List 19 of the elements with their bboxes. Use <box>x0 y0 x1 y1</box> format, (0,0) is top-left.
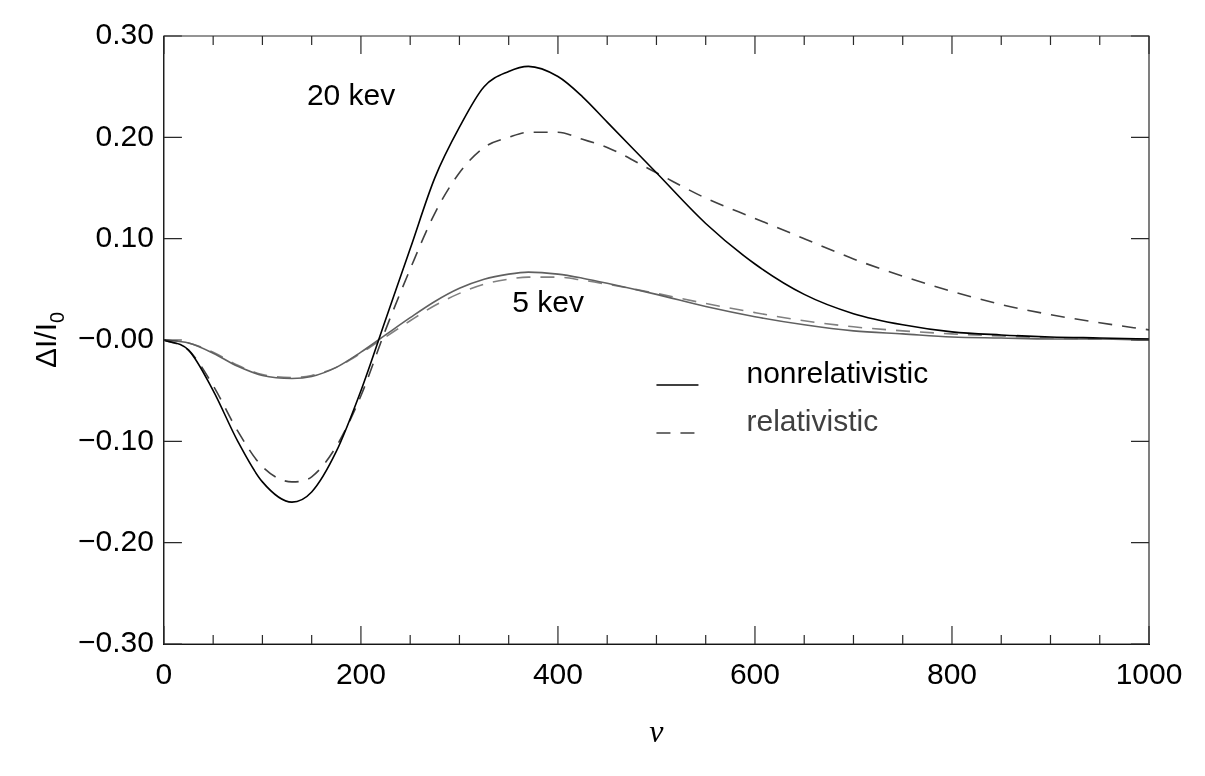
y-tick-label: −0.30 <box>77 625 154 659</box>
y-tick-label: −0.10 <box>77 422 154 456</box>
annotation: 5 kev <box>512 284 584 318</box>
annotation: 20 kev <box>306 78 396 112</box>
x-tick-label: 200 <box>335 657 386 691</box>
legend-label: nonrelativistic <box>746 356 929 390</box>
x-axis-title: ν <box>649 713 665 750</box>
x-tick-label: 400 <box>532 657 583 691</box>
x-tick-label: 0 <box>155 657 173 691</box>
legend-label: relativistic <box>746 404 879 438</box>
y-tick-label: 0.10 <box>95 219 154 253</box>
y-tick-label: 0.20 <box>95 118 154 152</box>
y-tick-label: 0.30 <box>95 17 154 51</box>
x-tick-label: 600 <box>729 657 780 691</box>
y-axis-title: ΔI/I0 <box>29 311 68 369</box>
y-tick-label: −0.00 <box>77 321 154 355</box>
x-tick-label: 1000 <box>1115 657 1183 691</box>
y-tick-label: −0.20 <box>77 523 154 557</box>
x-tick-label: 800 <box>926 657 978 691</box>
